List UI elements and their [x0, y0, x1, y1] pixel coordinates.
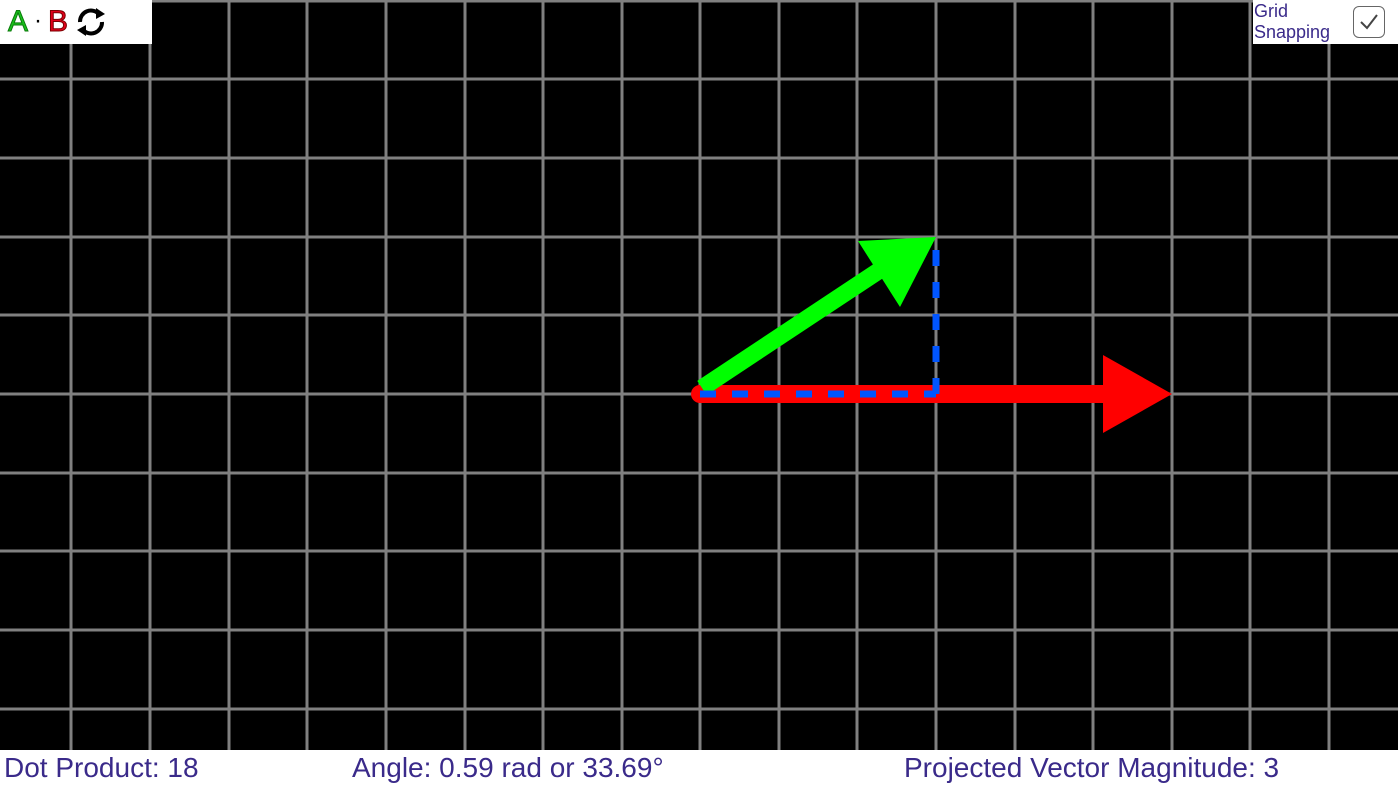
vector-b-head[interactable]: [1103, 355, 1172, 433]
vector-canvas[interactable]: [0, 0, 1398, 750]
title-a-dot-b: A · B: [0, 0, 152, 44]
dot-symbol: ·: [34, 7, 43, 34]
vector-a-head[interactable]: [858, 237, 936, 307]
projected-magnitude-readout: Projected Vector Magnitude: 3: [904, 752, 1280, 783]
vector-b-label: B: [48, 5, 69, 39]
status-bar: Dot Product: 18 Angle: 0.59 rad or 33.69…: [0, 750, 1398, 785]
grid-snapping-label: Grid Snapping: [1254, 1, 1331, 42]
projection-lines: [700, 238, 940, 398]
vector-a-label: A: [7, 5, 29, 39]
grid-snapping-checkbox[interactable]: [1353, 6, 1385, 38]
vectors-layer: [691, 237, 1172, 433]
checkmark-icon: [1360, 14, 1378, 30]
swap-arrows-icon[interactable]: [74, 5, 108, 39]
vector-a[interactable]: [697, 237, 936, 396]
dot-product-readout: Dot Product: 18: [4, 752, 199, 783]
vector-a-shaft[interactable]: [697, 262, 885, 396]
angle-readout: Angle: 0.59 rad or 33.69°: [352, 752, 664, 783]
